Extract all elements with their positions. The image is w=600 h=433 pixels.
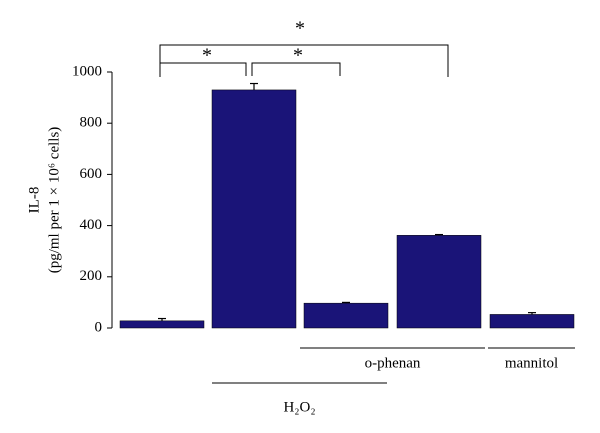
significance-star: * (293, 45, 303, 67)
bar (489, 314, 575, 329)
error-bar (342, 301, 350, 304)
group-label: mannitol (505, 355, 558, 371)
error-bar (158, 317, 166, 321)
significance-bracket (251, 62, 341, 76)
significance-star: * (295, 18, 305, 40)
y-tick-label: 600 (80, 166, 103, 182)
error-bar (435, 233, 443, 236)
y-tick-label: 200 (80, 268, 103, 284)
significance-bracket (159, 44, 449, 77)
y-axis-label: (pg/ml per 1 × 10⁶ cells) (46, 127, 62, 274)
bar (211, 89, 297, 329)
y-axis-label: IL-8 (26, 187, 42, 214)
significance-bracket (159, 62, 247, 76)
bar (396, 235, 482, 329)
bar (119, 320, 205, 329)
y-tick-label: 1000 (72, 63, 102, 79)
error-bar (250, 82, 258, 90)
error-bar (528, 312, 536, 315)
y-tick-label: 400 (80, 217, 103, 233)
group-label: o-phenan (365, 355, 421, 371)
group-label: H₂O₂ (283, 399, 315, 415)
bar (303, 302, 389, 329)
y-tick-label: 800 (80, 115, 103, 131)
significance-star: * (202, 45, 212, 67)
y-tick-label: 0 (95, 319, 103, 335)
